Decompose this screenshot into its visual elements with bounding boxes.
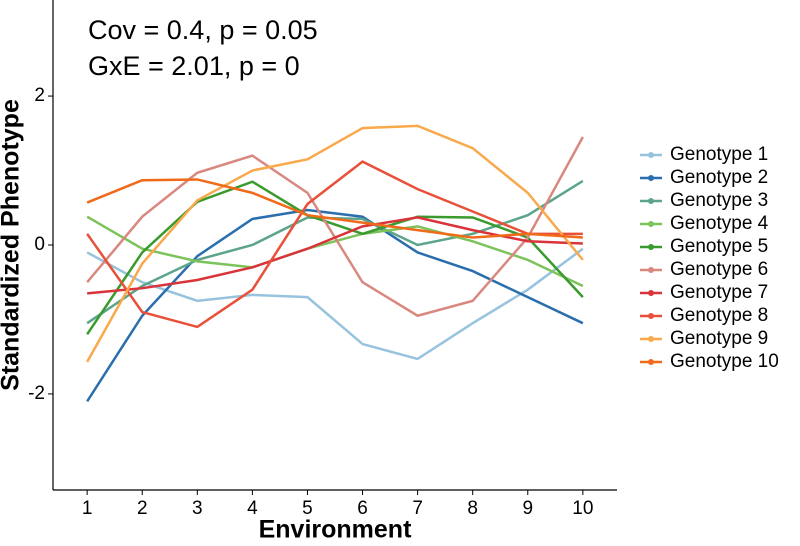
legend-label: Genotype 1 bbox=[670, 144, 768, 165]
x-tick-label: 7 bbox=[412, 498, 423, 519]
legend-dot bbox=[648, 221, 654, 227]
legend-label: Genotype 7 bbox=[670, 282, 768, 303]
y-tick-label: 0 bbox=[34, 234, 45, 255]
annotation: GxE = 2.01, p = 0 bbox=[88, 51, 300, 81]
series-line bbox=[86, 215, 584, 288]
legend-dot bbox=[648, 313, 654, 319]
y-tick-label: -2 bbox=[28, 383, 45, 404]
legend-dot bbox=[648, 175, 654, 181]
legend-dot bbox=[648, 152, 654, 158]
x-tick-label: 6 bbox=[357, 498, 368, 519]
x-tick-label: 5 bbox=[302, 498, 313, 519]
legend-label: Genotype 8 bbox=[670, 305, 768, 326]
legend-label: Genotype 10 bbox=[670, 351, 779, 372]
series-line bbox=[86, 247, 584, 361]
legend-dot bbox=[648, 198, 654, 204]
x-tick-label: 2 bbox=[137, 498, 148, 519]
legend-dot bbox=[648, 244, 654, 250]
series-line bbox=[86, 160, 583, 329]
legend-dot bbox=[648, 336, 654, 342]
y-tick-label: 2 bbox=[34, 85, 45, 106]
legend-label: Genotype 5 bbox=[670, 236, 768, 257]
x-tick-label: 8 bbox=[467, 498, 478, 519]
series-line bbox=[86, 178, 583, 239]
legend-label: Genotype 9 bbox=[670, 328, 768, 349]
series-line bbox=[86, 124, 584, 363]
x-tick-label: 1 bbox=[82, 498, 93, 519]
legend-label: Genotype 2 bbox=[670, 167, 768, 188]
series-line bbox=[86, 180, 584, 336]
legend-label: Genotype 4 bbox=[670, 213, 769, 234]
legend-dot bbox=[648, 290, 654, 296]
series-line bbox=[87, 216, 583, 295]
x-tick-label: 4 bbox=[247, 498, 258, 519]
annotation: Cov = 0.4, p = 0.05 bbox=[88, 15, 318, 45]
legend-label: Genotype 6 bbox=[670, 259, 768, 280]
x-axis-label: Environment bbox=[259, 516, 412, 544]
series-line bbox=[86, 208, 584, 403]
legend-dot bbox=[648, 267, 654, 273]
y-axis-label: Standardized Phenotype bbox=[0, 99, 25, 391]
x-tick-label: 10 bbox=[572, 498, 593, 519]
x-tick-label: 3 bbox=[192, 498, 203, 519]
legend-dot bbox=[648, 359, 654, 365]
legend-label: Genotype 3 bbox=[670, 190, 768, 211]
x-tick-label: 9 bbox=[522, 498, 533, 519]
